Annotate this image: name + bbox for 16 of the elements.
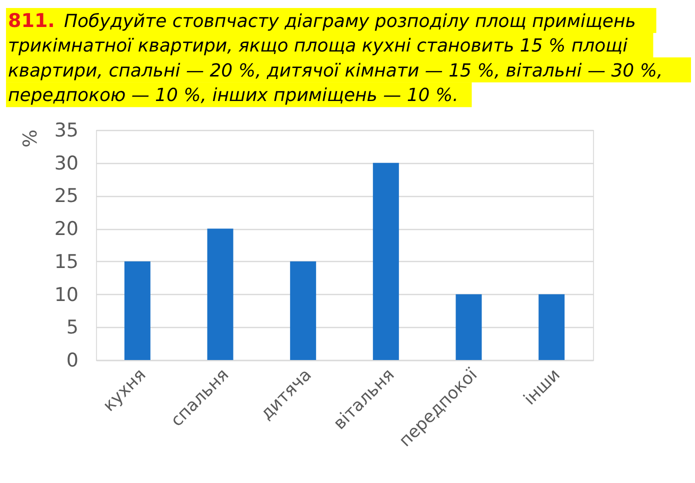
y-tick-label: 35: [54, 120, 78, 142]
bar: [538, 294, 565, 360]
y-tick-label: 10: [54, 284, 78, 306]
y-tick-label: 25: [54, 185, 78, 208]
y-tick-label: 5: [66, 316, 78, 339]
bar: [456, 294, 482, 360]
bar: [124, 261, 150, 360]
y-tick-label: 15: [54, 250, 78, 273]
bar: [207, 228, 234, 360]
chart-title: 811. Побудуйте стовпчасту діаграму розподілу площ приміщень трикімнатної квартири, якщо площа кухні становить 15 % площі квартири, спальні — 20 %, дитячої кімнати — 15 %, вітальні — 30 %, передпокою — 10 %, інших приміщень — 10 %.: [8, 10, 663, 106]
bar: [290, 261, 316, 360]
y-tick-label: 0: [66, 350, 78, 372]
y-axis-title: %: [20, 129, 42, 148]
bar: [372, 162, 399, 360]
y-tick-label: 20: [54, 218, 78, 240]
y-tick-label: 30: [54, 152, 78, 174]
